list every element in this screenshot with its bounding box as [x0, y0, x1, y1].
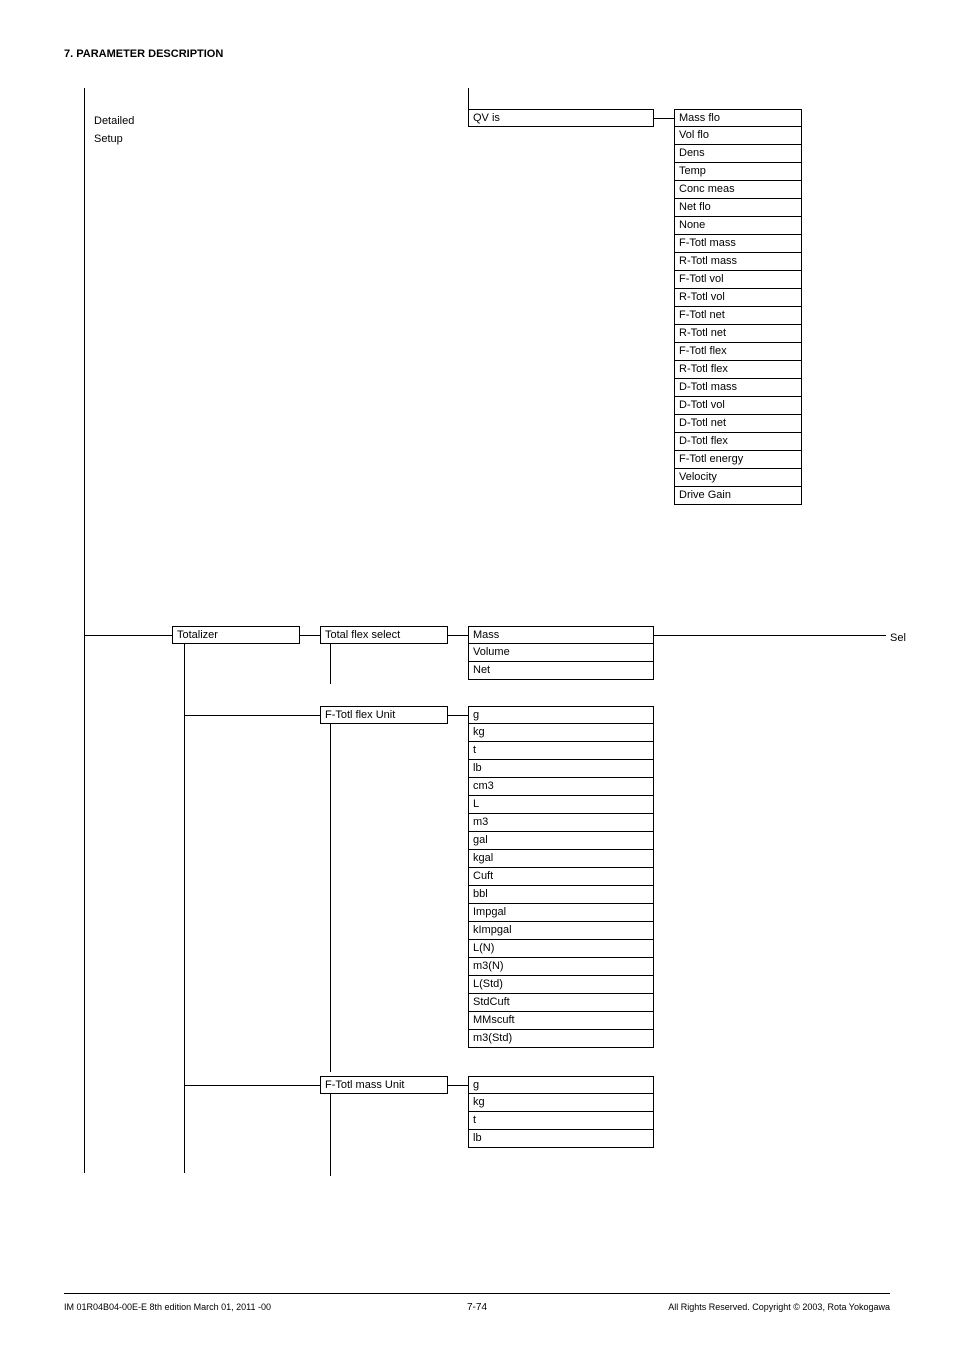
conn-mass-sel: [654, 635, 886, 636]
flex-unit-option-item: Impgal: [468, 904, 654, 922]
conn-total-massunit: [184, 1085, 320, 1086]
flex-unit-option-item: g: [468, 706, 654, 724]
page: 7. PARAMETER DESCRIPTION Detailed Setup QV…: [0, 0, 954, 1350]
qv-option-item: R-Totl mass: [674, 253, 802, 271]
qv-option-item: Drive Gain: [674, 487, 802, 505]
mass-unit-option: gkgtlb: [468, 1076, 654, 1148]
label-sel: Sel: [890, 633, 906, 644]
qv-option-item: F-Totl energy: [674, 451, 802, 469]
conn-root-totalizer: [84, 635, 172, 636]
qv-stub-line: [468, 88, 469, 109]
flex-unit-option-item: m3: [468, 814, 654, 832]
flex-select-stub: [330, 644, 331, 684]
flex-select-option-item: Volume: [468, 644, 654, 662]
mass-unit-option-item: lb: [468, 1130, 654, 1148]
flex-unit-option-item: cm3: [468, 778, 654, 796]
conn-massunit-opts: [448, 1085, 468, 1086]
flex-unit-stub: [330, 724, 331, 1072]
flex-unit-option-item: lb: [468, 760, 654, 778]
qv-option-item: F-Totl net: [674, 307, 802, 325]
mass-unit-option-item: t: [468, 1112, 654, 1130]
flex-unit-option-item: L: [468, 796, 654, 814]
qv-option-item: Conc meas: [674, 181, 802, 199]
flex-select-option-item: Mass: [468, 626, 654, 644]
mass-unit-cell: F-Totl mass Unit: [320, 1076, 448, 1094]
flex-unit-option-item: kg: [468, 724, 654, 742]
qv-option-item: Temp: [674, 163, 802, 181]
flex-unit-option-item: L(N): [468, 940, 654, 958]
flex-unit-option-item: kImpgal: [468, 922, 654, 940]
mass-unit-option-item: kg: [468, 1094, 654, 1112]
qv-option-item: D-Totl vol: [674, 397, 802, 415]
conn-flexsel-opts: [448, 635, 468, 636]
flex-select-option-item: Net: [468, 662, 654, 680]
flex-unit-option-item: t: [468, 742, 654, 760]
diagram: Detailed Setup QV is Mass floVol floDensTem…: [64, 88, 890, 1178]
conn-flexunit-opts: [448, 715, 468, 716]
flex-unit-option-item: m3(Std): [468, 1030, 654, 1048]
qv-option-item: R-Totl net: [674, 325, 802, 343]
conn-qv-options: [654, 118, 674, 119]
flex-unit-cell: F-Totl flex Unit: [320, 706, 448, 724]
conn-total-flexunit: [184, 715, 320, 716]
qv-option-item: R-Totl flex: [674, 361, 802, 379]
flex-unit-option: gkgtlbcm3Lm3galkgalCuftbblImpgalkImpgalL…: [468, 706, 654, 1048]
flex-select-cell: Total flex select: [320, 626, 448, 644]
qv-option: Mass floVol floDensTempConc measNet floN…: [674, 109, 802, 505]
flex-unit-option-item: m3(N): [468, 958, 654, 976]
footer-center: 7-74: [64, 1302, 890, 1313]
tree-root-line: [84, 88, 85, 1173]
flex-select-option: MassVolumeNet: [468, 626, 654, 680]
flex-unit-option-item: kgal: [468, 850, 654, 868]
qv-option-item: Mass flo: [674, 109, 802, 127]
qv-option-item: R-Totl vol: [674, 289, 802, 307]
qv-option-item: F-Totl vol: [674, 271, 802, 289]
flex-unit-option-item: StdCuft: [468, 994, 654, 1012]
qv-option-item: F-Totl mass: [674, 235, 802, 253]
flex-unit-option-item: L(Std): [468, 976, 654, 994]
qv-is-cell: QV is: [468, 109, 654, 127]
flex-unit-option-item: MMscuft: [468, 1012, 654, 1030]
footer: IM 01R04B04-00E-E 8th edition March 01, …: [64, 1293, 890, 1312]
qv-option-item: D-Totl flex: [674, 433, 802, 451]
qv-option-item: F-Totl flex: [674, 343, 802, 361]
label-setup: Setup: [94, 134, 123, 145]
qv-option-item: D-Totl mass: [674, 379, 802, 397]
totalizer-vline: [184, 644, 185, 1173]
qv-option-item: Vol flo: [674, 127, 802, 145]
flex-unit-option-item: bbl: [468, 886, 654, 904]
flex-unit-option-item: gal: [468, 832, 654, 850]
qv-option-item: D-Totl net: [674, 415, 802, 433]
qv-option-item: Velocity: [674, 469, 802, 487]
qv-option-item: Net flo: [674, 199, 802, 217]
qv-option-item: None: [674, 217, 802, 235]
totalizer-cell: Totalizer: [172, 626, 300, 644]
mass-unit-option-item: g: [468, 1076, 654, 1094]
conn-total-flexsel: [300, 635, 320, 636]
label-detailed: Detailed: [94, 116, 134, 127]
section-title: 7. PARAMETER DESCRIPTION: [64, 48, 890, 60]
mass-unit-stub: [330, 1094, 331, 1176]
qv-option-item: Dens: [674, 145, 802, 163]
flex-unit-option-item: Cuft: [468, 868, 654, 886]
